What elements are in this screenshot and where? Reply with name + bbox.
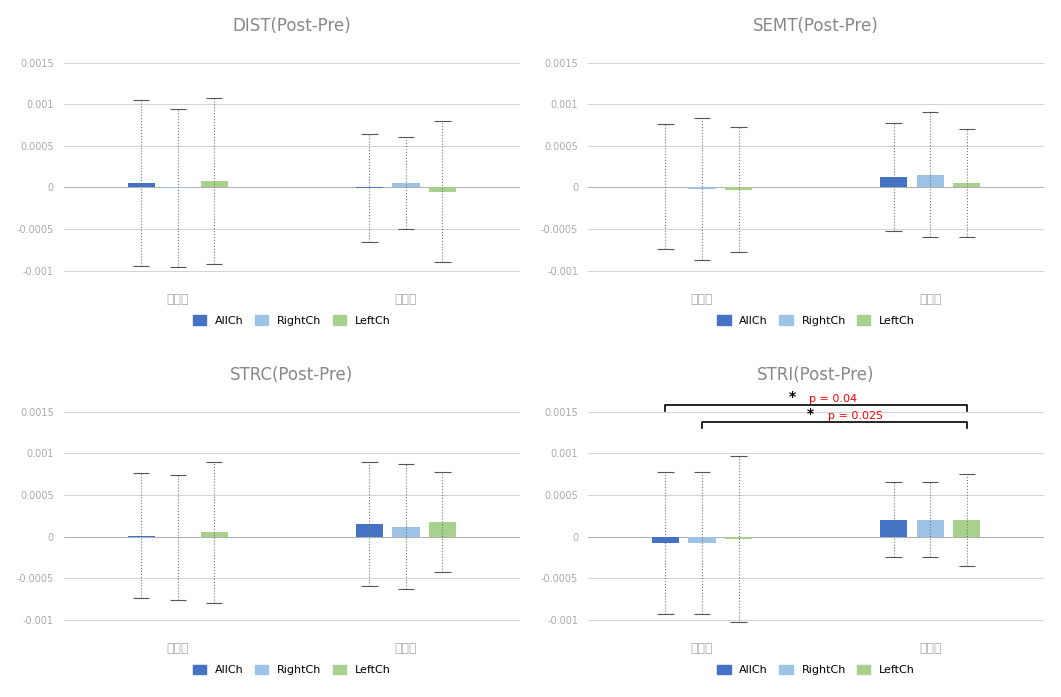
Bar (355, 187, 383, 188)
Legend: AllCh, RightCh, LeftCh: AllCh, RightCh, LeftCh (189, 660, 396, 680)
Bar (201, 181, 228, 187)
Bar (164, 187, 191, 188)
Bar (429, 523, 456, 537)
Bar (127, 183, 155, 187)
Bar (393, 183, 420, 187)
Bar (917, 520, 944, 537)
Title: SEMT(Post-Pre): SEMT(Post-Pre) (753, 17, 879, 35)
Legend: AllCh, RightCh, LeftCh: AllCh, RightCh, LeftCh (713, 311, 920, 330)
Legend: AllCh, RightCh, LeftCh: AllCh, RightCh, LeftCh (713, 660, 920, 680)
Bar (689, 187, 716, 189)
Bar (953, 183, 980, 187)
Bar (201, 533, 228, 537)
Bar (725, 537, 752, 539)
Bar (393, 526, 420, 537)
Legend: AllCh, RightCh, LeftCh: AllCh, RightCh, LeftCh (189, 311, 396, 330)
Bar (953, 520, 980, 537)
Bar (880, 177, 907, 187)
Bar (689, 537, 716, 543)
Title: DIST(Post-Pre): DIST(Post-Pre) (232, 17, 351, 35)
Bar (127, 536, 155, 537)
Bar (355, 524, 383, 537)
Bar (917, 175, 944, 187)
Text: p = 0.04: p = 0.04 (810, 394, 857, 404)
Title: STRI(Post-Pre): STRI(Post-Pre) (758, 366, 875, 384)
Text: p = 0.025: p = 0.025 (828, 411, 883, 420)
Title: STRC(Post-Pre): STRC(Post-Pre) (230, 366, 353, 384)
Bar (429, 187, 456, 192)
Text: *: * (806, 406, 814, 420)
Text: *: * (788, 390, 796, 404)
Bar (651, 537, 679, 543)
Bar (725, 187, 752, 190)
Bar (880, 520, 907, 537)
